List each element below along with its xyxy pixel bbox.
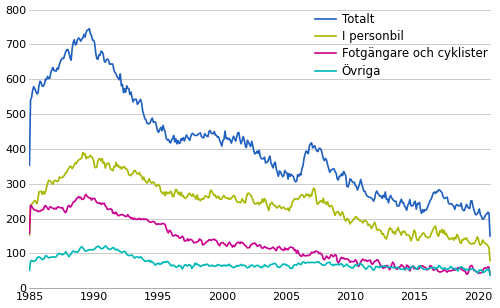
I personbil — [450, 236, 456, 240]
Totalt — [347, 177, 353, 181]
Fotgängare och cyklister — [26, 231, 32, 235]
Totalt — [382, 190, 388, 194]
Totalt — [62, 53, 68, 57]
Övriga — [62, 252, 68, 255]
Line: Totalt: Totalt — [30, 29, 490, 236]
Övriga — [294, 262, 300, 266]
I personbil — [62, 173, 68, 176]
Övriga — [382, 264, 388, 268]
Totalt — [487, 234, 493, 238]
Line: Fotgängare och cyklister: Fotgängare och cyklister — [30, 194, 490, 274]
Fotgängare och cyklister — [347, 261, 353, 264]
Line: I personbil: I personbil — [30, 152, 490, 261]
Legend: Totalt, I personbil, Fotgängare och cyklister, Övriga: Totalt, I personbil, Fotgängare och cykl… — [314, 13, 488, 79]
Fotgängare och cyklister — [392, 265, 398, 269]
I personbil — [347, 222, 353, 226]
Line: Övriga: Övriga — [30, 246, 490, 275]
I personbil — [392, 233, 398, 236]
Övriga — [487, 274, 493, 277]
Totalt — [86, 27, 92, 30]
Fotgängare och cyklister — [294, 249, 300, 252]
I personbil — [80, 151, 86, 154]
Fotgängare och cyklister — [450, 268, 456, 272]
Övriga — [347, 265, 353, 269]
Övriga — [392, 266, 398, 270]
Totalt — [392, 199, 398, 203]
Övriga — [26, 269, 32, 272]
Totalt — [450, 203, 456, 207]
Totalt — [26, 163, 32, 167]
I personbil — [487, 259, 493, 262]
Fotgängare och cyklister — [83, 192, 89, 196]
Totalt — [294, 173, 300, 176]
I personbil — [294, 198, 300, 201]
Fotgängare och cyklister — [487, 272, 493, 276]
I personbil — [26, 233, 32, 237]
I personbil — [382, 236, 388, 240]
Fotgängare och cyklister — [62, 210, 68, 214]
Övriga — [102, 244, 108, 248]
Fotgängare och cyklister — [382, 266, 388, 270]
Övriga — [450, 267, 456, 270]
